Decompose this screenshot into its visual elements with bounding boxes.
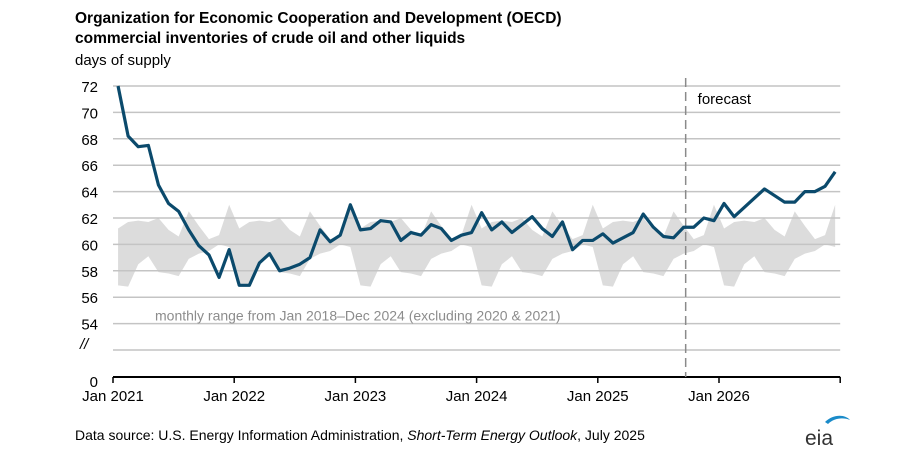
y-axis-label: days of supply <box>75 52 171 69</box>
x-tick-label: Jan 2024 <box>446 388 508 405</box>
y-tick-label-zero: 0 <box>90 374 98 391</box>
x-tick-label: Jan 2022 <box>203 388 265 405</box>
x-tick-label: Jan 2023 <box>325 388 387 405</box>
source-prefix: Data source: U.S. Energy Information Adm… <box>75 427 408 443</box>
y-tick-label: 72 <box>81 79 98 96</box>
y-tick-label: 66 <box>81 158 98 175</box>
y-tick-label: 70 <box>81 105 98 122</box>
x-tick-label: Jan 2026 <box>688 388 750 405</box>
chart-title-line-2: commercial inventories of crude oil and … <box>75 30 466 47</box>
range-annotation: monthly range from Jan 2018–Dec 2024 (ex… <box>155 308 560 324</box>
chart-title-line-1: Organization for Economic Cooperation an… <box>75 10 562 27</box>
y-tick-label: 58 <box>81 264 98 281</box>
source-suffix: , July 2025 <box>577 427 645 443</box>
x-tick-label: Jan 2025 <box>567 388 629 405</box>
svg-text:eia: eia <box>805 427 833 448</box>
inventory-series-line <box>116 85 837 287</box>
y-tick-label: 54 <box>81 317 98 334</box>
eia-logo: eia <box>805 415 850 448</box>
y-tick-label: 56 <box>81 290 98 307</box>
x-tick-label: Jan 2021 <box>82 388 144 405</box>
forecast-label: forecast <box>698 91 752 108</box>
historical-range-band <box>118 204 836 287</box>
y-tick-label: 60 <box>81 237 98 254</box>
data-source-note: Data source: U.S. Energy Information Adm… <box>75 427 645 443</box>
source-publication: Short-Term Energy Outlook <box>407 427 578 443</box>
y-tick-label: 68 <box>81 132 98 149</box>
y-tick-label: 64 <box>81 185 98 202</box>
y-tick-label: 62 <box>81 211 98 228</box>
y-axis-break-label: // <box>79 336 90 353</box>
